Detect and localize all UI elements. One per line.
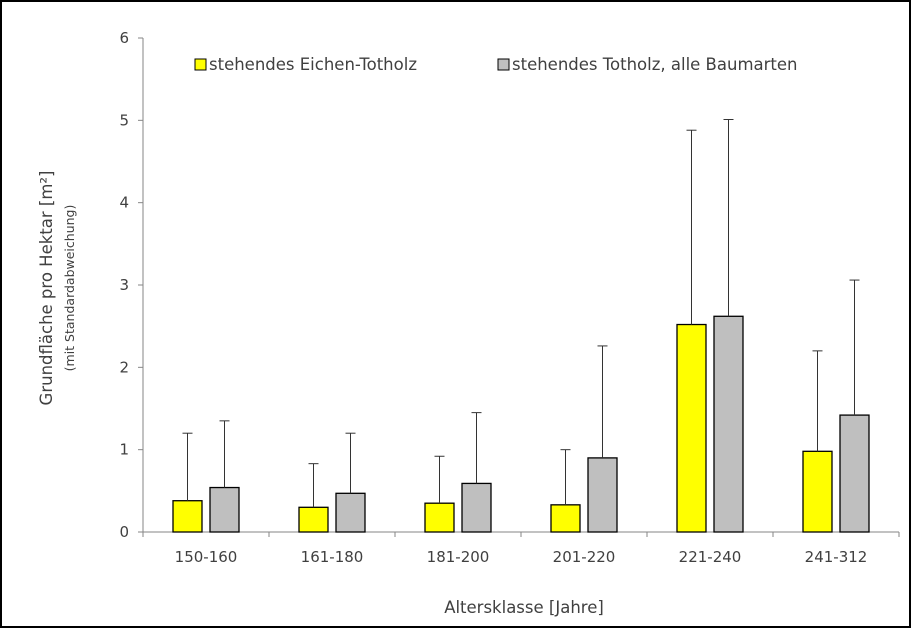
x-tick-label: 241-312 bbox=[805, 548, 868, 566]
y-tick-label: 4 bbox=[119, 194, 129, 212]
x-tick-label: 201-220 bbox=[553, 548, 616, 566]
y-axis-label: Grundfläche pro Hektar [m²] bbox=[37, 171, 56, 406]
bar bbox=[172, 500, 203, 533]
legend: stehendes Eichen-Totholz stehendes Totho… bbox=[194, 55, 798, 74]
tick-labels: 0 1 2 3 4 5 6 150-160 161-180 181-200 201-220 221-2… bbox=[119, 29, 867, 566]
y-tick-label: 6 bbox=[119, 29, 129, 47]
legend-swatch-eichen bbox=[194, 58, 207, 71]
y-tick-label: 0 bbox=[119, 523, 129, 541]
bars bbox=[172, 315, 870, 533]
x-tick-label: 150-160 bbox=[175, 548, 238, 566]
bar bbox=[298, 506, 329, 533]
y-tick-label: 3 bbox=[119, 276, 129, 294]
y-tick-label: 2 bbox=[119, 358, 129, 376]
bar bbox=[676, 323, 707, 533]
y-tick-label: 5 bbox=[119, 111, 129, 129]
bar bbox=[587, 457, 618, 533]
legend-label-alle: stehendes Totholz, alle Baumarten bbox=[512, 55, 798, 74]
legend-swatch-alle bbox=[497, 58, 510, 71]
bar bbox=[802, 450, 833, 533]
bar bbox=[550, 504, 581, 533]
bar bbox=[424, 502, 455, 533]
x-tick-label: 161-180 bbox=[301, 548, 364, 566]
bar bbox=[839, 414, 870, 533]
bar bbox=[461, 482, 492, 533]
legend-label-eichen: stehendes Eichen-Totholz bbox=[209, 55, 417, 74]
x-tick-label: 221-240 bbox=[679, 548, 742, 566]
bar bbox=[335, 492, 366, 533]
y-tick-label: 1 bbox=[119, 441, 129, 459]
axes bbox=[138, 37, 900, 537]
x-tick-label: 181-200 bbox=[427, 548, 490, 566]
y-axis-sublabel: (mit Standardabweichung) bbox=[62, 205, 77, 372]
x-axis-label: Altersklasse [Jahre] bbox=[444, 598, 604, 617]
bar bbox=[713, 315, 744, 533]
bar bbox=[209, 486, 240, 533]
error-bars bbox=[182, 119, 860, 508]
